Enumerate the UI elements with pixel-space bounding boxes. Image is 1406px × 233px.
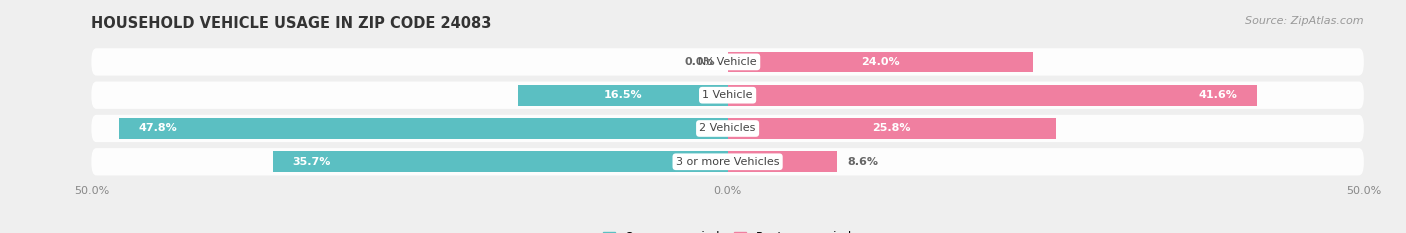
- Bar: [517, 85, 728, 106]
- FancyBboxPatch shape: [91, 148, 1364, 175]
- Text: 8.6%: 8.6%: [848, 157, 879, 167]
- Text: 35.7%: 35.7%: [292, 157, 330, 167]
- Text: 16.5%: 16.5%: [603, 90, 643, 100]
- Bar: [728, 118, 1056, 139]
- Text: 24.0%: 24.0%: [860, 57, 900, 67]
- Text: 41.6%: 41.6%: [1199, 90, 1237, 100]
- Text: 2 Vehicles: 2 Vehicles: [699, 123, 756, 134]
- Text: 25.8%: 25.8%: [873, 123, 911, 134]
- Text: 0.0%: 0.0%: [685, 57, 714, 67]
- Text: No Vehicle: No Vehicle: [699, 57, 756, 67]
- Text: Source: ZipAtlas.com: Source: ZipAtlas.com: [1246, 16, 1364, 26]
- Text: 3 or more Vehicles: 3 or more Vehicles: [676, 157, 779, 167]
- Text: HOUSEHOLD VEHICLE USAGE IN ZIP CODE 24083: HOUSEHOLD VEHICLE USAGE IN ZIP CODE 2408…: [91, 16, 492, 31]
- Bar: [728, 51, 1033, 72]
- FancyBboxPatch shape: [91, 82, 1364, 109]
- Bar: [120, 118, 728, 139]
- Text: 1 Vehicle: 1 Vehicle: [703, 90, 752, 100]
- FancyBboxPatch shape: [91, 48, 1364, 75]
- Legend: Owner-occupied, Renter-occupied: Owner-occupied, Renter-occupied: [599, 226, 856, 233]
- Text: 47.8%: 47.8%: [138, 123, 177, 134]
- FancyBboxPatch shape: [91, 115, 1364, 142]
- Bar: [273, 151, 728, 172]
- Bar: [728, 151, 837, 172]
- Bar: [728, 85, 1257, 106]
